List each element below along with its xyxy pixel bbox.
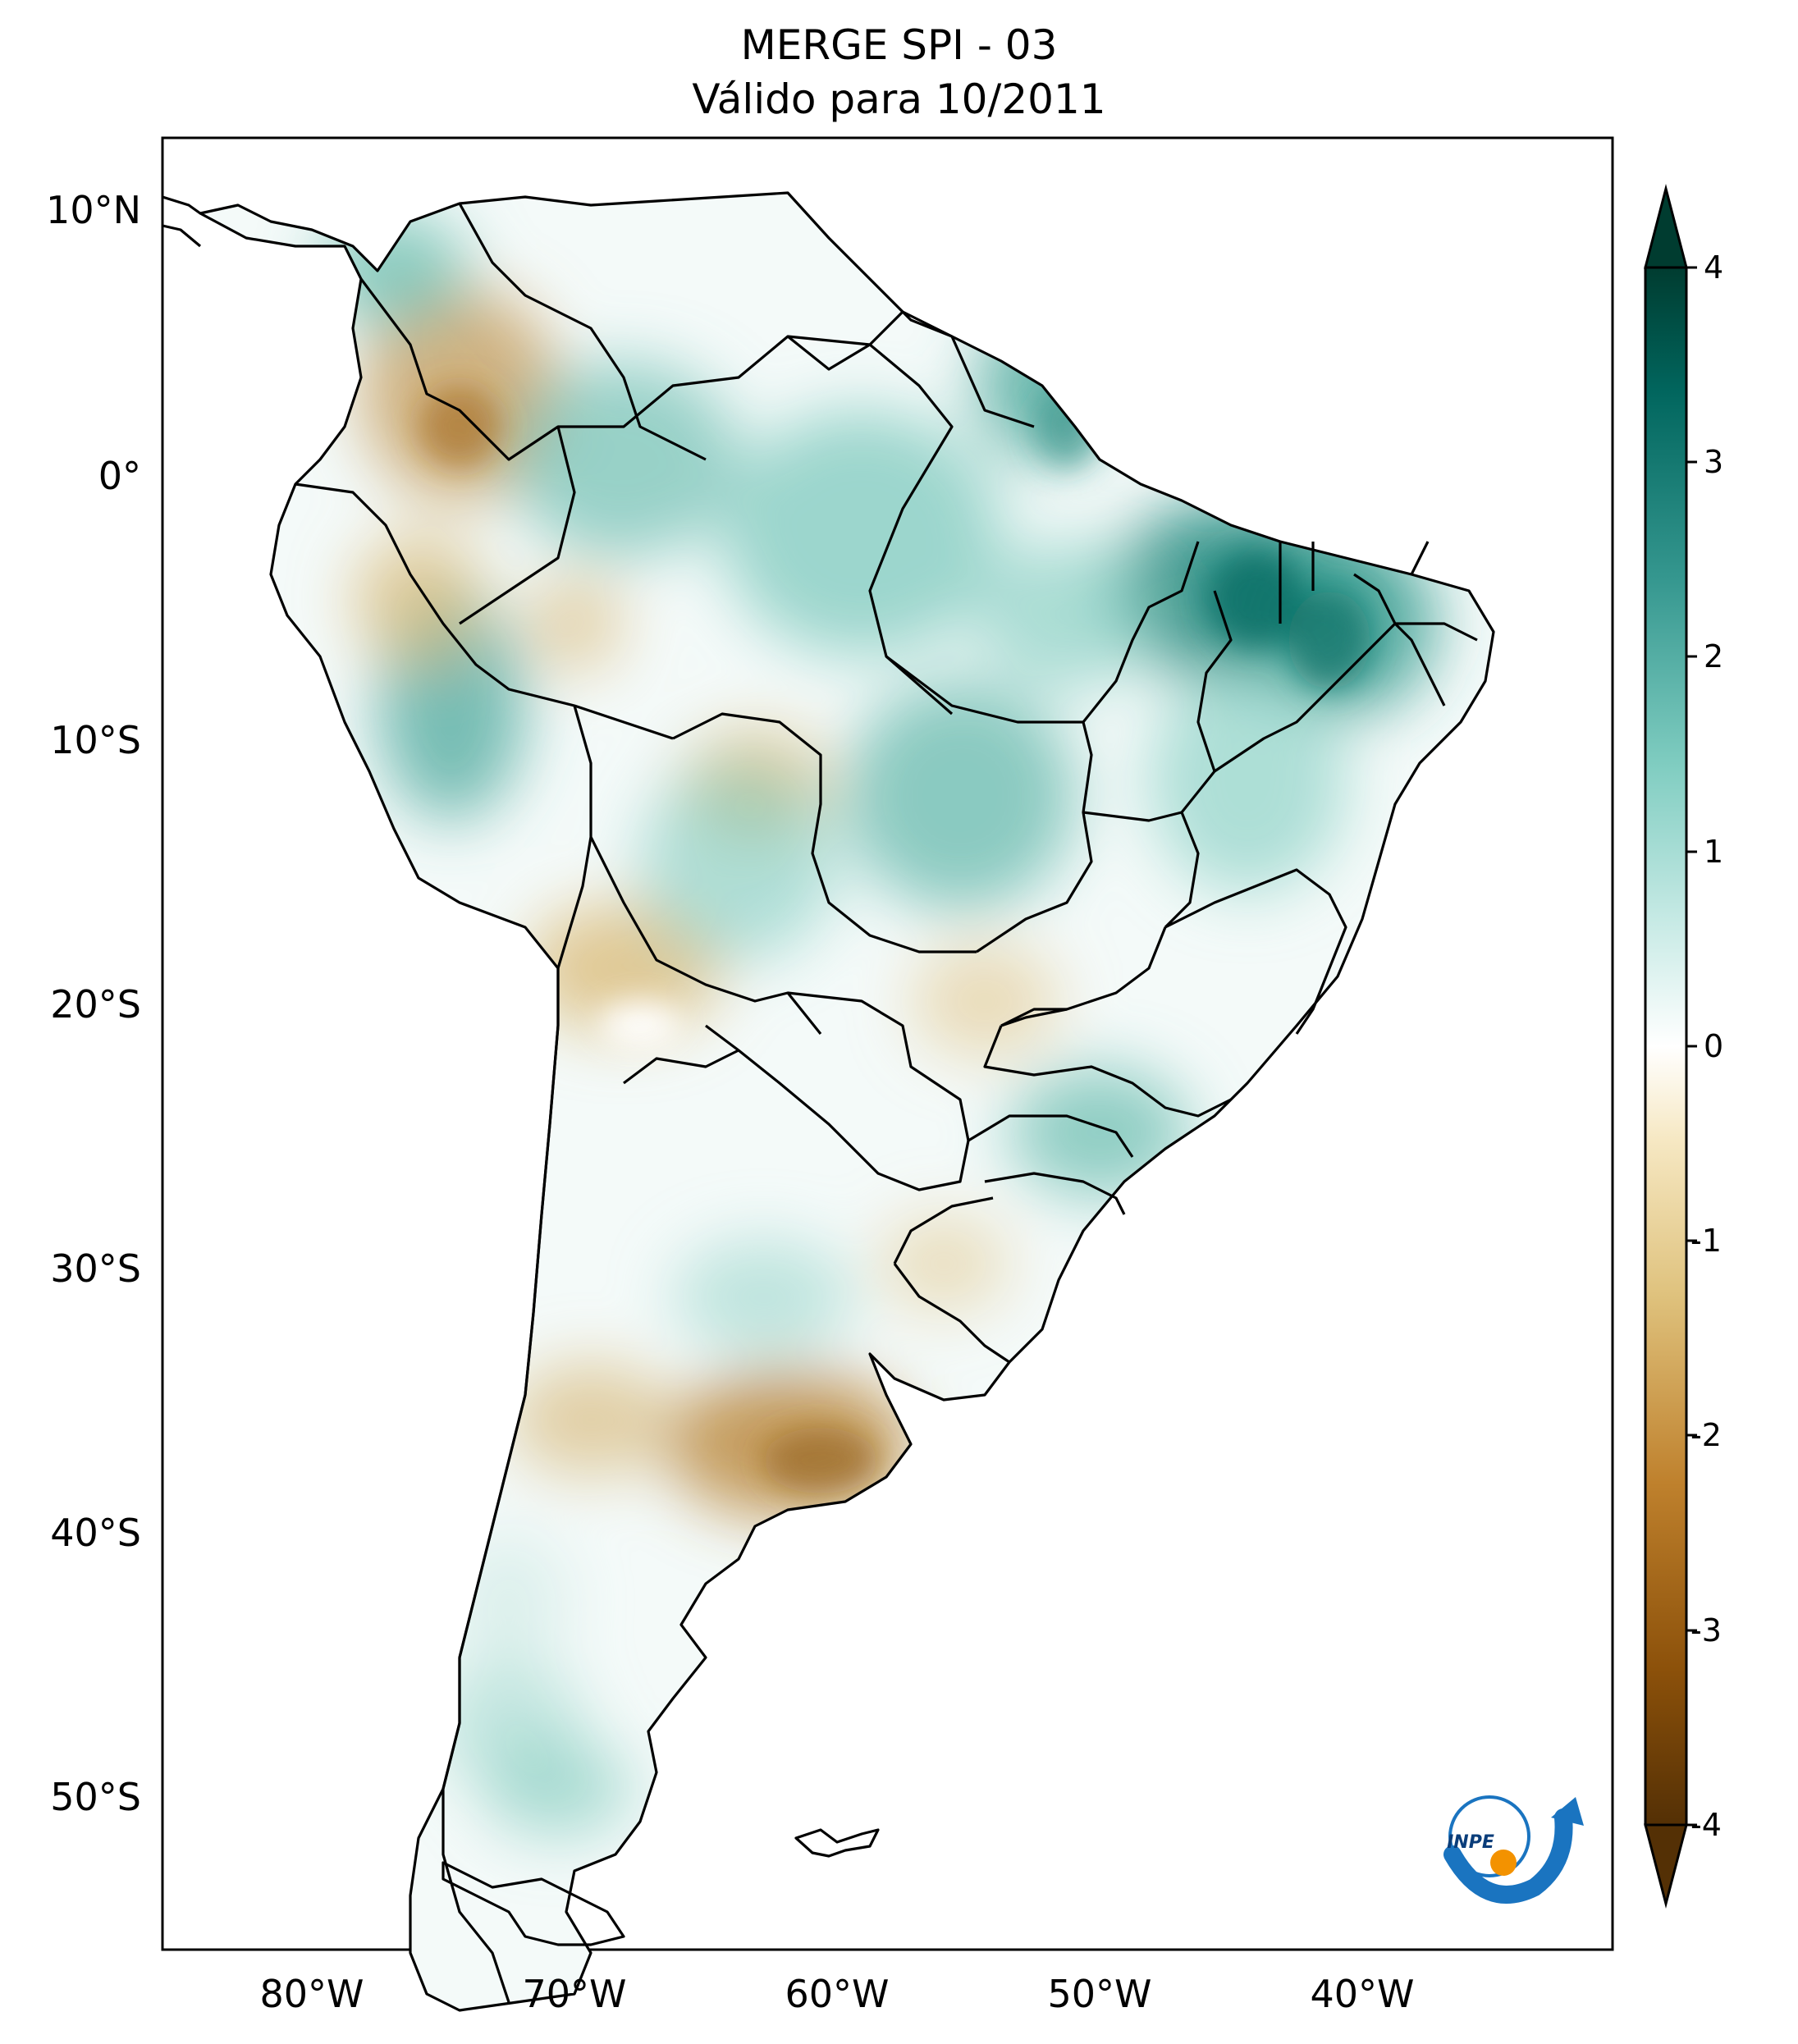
states-brazil-5 xyxy=(983,1008,1232,1118)
colorbar-tick-2: 2 xyxy=(1704,638,1723,674)
lat-tick-labels: 10°N 0° 10°S 20°S 30°S 40°S 50°S xyxy=(46,188,141,1819)
spi-field xyxy=(200,193,1494,2010)
colorbar-gradient xyxy=(1645,268,1686,1825)
panama xyxy=(162,195,202,248)
lat-tick-50s: 50°S xyxy=(50,1775,141,1819)
states-brazil-8 xyxy=(1279,541,1430,624)
lon-tick-60w: 60°W xyxy=(785,1972,889,2016)
inpe-logo-text: INPE xyxy=(1447,1832,1494,1853)
colorbar-tick-1: 1 xyxy=(1704,834,1723,870)
border-brazil-peru-bolivia xyxy=(672,712,977,953)
states-brazil-7 xyxy=(1353,573,1478,706)
lon-tick-labels: 80°W 70°W 60°W 50°W 40°W xyxy=(259,1972,1414,2016)
border-brazil-north xyxy=(558,335,954,716)
coastlines-and-borders xyxy=(162,191,1495,2012)
lat-tick-10n: 10°N xyxy=(46,188,141,232)
inpe-logo: INPE xyxy=(1443,1795,1584,1904)
colorbar-tick-4: 4 xyxy=(1704,249,1723,286)
states-brazil-3 xyxy=(1180,590,1397,813)
colorbar-tick-m2: -2 xyxy=(1690,1417,1722,1453)
border-venezuela xyxy=(458,203,707,461)
colorbar-tick-m4: -4 xyxy=(1690,1807,1722,1843)
coastline xyxy=(199,191,1495,2012)
falklands xyxy=(794,1828,880,1858)
border-ecuador-peru xyxy=(295,482,674,740)
colorbar-tick-0: 0 xyxy=(1704,1028,1723,1064)
lon-tick-80w: 80°W xyxy=(259,1972,364,2016)
border-guianas xyxy=(787,310,1035,428)
states-brazil-4 xyxy=(1000,868,1347,1035)
border-argentina-bolivia xyxy=(623,1049,739,1085)
tierra-del-fuego xyxy=(441,1861,625,1946)
colorbar-tick-3: 3 xyxy=(1704,444,1723,480)
states-brazil-1 xyxy=(976,541,1200,953)
border-uruguay xyxy=(893,1196,1010,1364)
lon-tick-70w: 70°W xyxy=(522,1972,626,2016)
lat-tick-40s: 40°S xyxy=(50,1511,141,1555)
colorbar: 4 3 2 1 0 -1 -2 -3 -4 xyxy=(1644,184,1723,1909)
colorbar-tick-marks xyxy=(1686,266,1697,1827)
lat-tick-10s: 10°S xyxy=(50,718,141,762)
states-brazil-6 xyxy=(968,1114,1134,1215)
lat-tick-20s: 20°S xyxy=(50,982,141,1027)
colorbar-min-extend xyxy=(1644,1823,1688,1909)
colorbar-max-extend xyxy=(1644,184,1688,269)
map-subtitle: Válido para 10/2011 xyxy=(692,75,1106,123)
lat-tick-30s: 30°S xyxy=(50,1246,141,1291)
map-title: MERGE SPI - 03 xyxy=(740,21,1058,69)
lon-tick-50w: 50°W xyxy=(1047,1972,1151,2016)
border-colombia xyxy=(359,278,576,625)
lon-tick-40w: 40°W xyxy=(1310,1972,1414,2016)
colorbar-tick-m1: -1 xyxy=(1690,1223,1722,1259)
border-paraguay xyxy=(705,991,970,1191)
lat-tick-0: 0° xyxy=(98,454,141,498)
colorbar-tick-m3: -3 xyxy=(1690,1612,1722,1648)
states-brazil-2 xyxy=(885,655,1200,929)
